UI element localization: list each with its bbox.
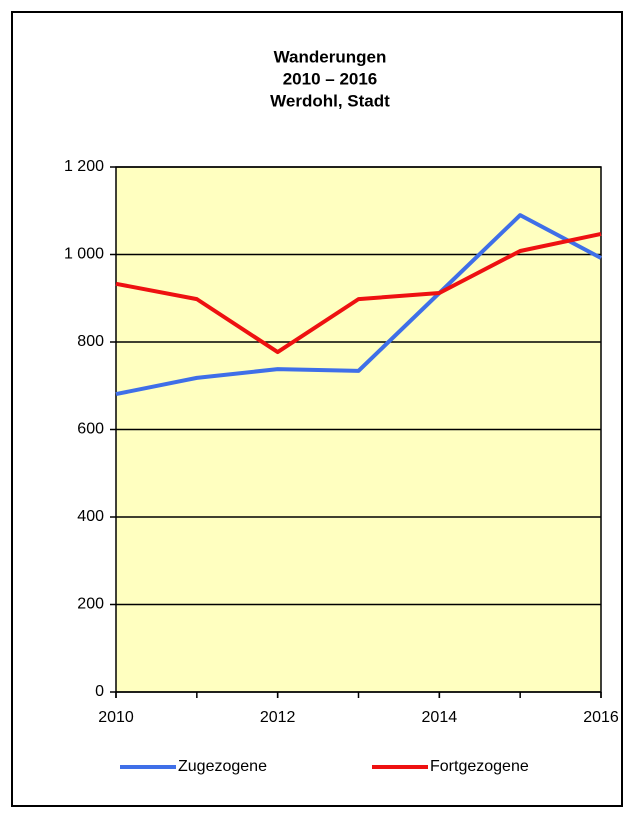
series-line xyxy=(115,231,602,355)
chart-title: Werdohl, Stadt xyxy=(270,91,390,110)
legend-label: Fortgezogene xyxy=(430,758,529,775)
x-tick-label: 2016 xyxy=(583,709,619,726)
y-tick-label: 600 xyxy=(77,421,104,438)
y-tick-label: 1 200 xyxy=(64,158,104,175)
y-tick-label: 200 xyxy=(77,596,104,613)
legend-label: Zugezogene xyxy=(178,758,267,775)
y-tick-label: 0 xyxy=(95,683,104,700)
chart-title: Wanderungen xyxy=(274,47,387,66)
x-tick-label: 2014 xyxy=(422,709,458,726)
y-tick-label: 400 xyxy=(77,508,104,525)
y-tick-label: 800 xyxy=(77,333,104,350)
y-tick-label: 1 000 xyxy=(64,246,104,263)
chart-title: 2010 – 2016 xyxy=(283,69,378,88)
x-tick-label: 2010 xyxy=(98,709,134,726)
series-line xyxy=(115,213,602,397)
x-tick-label: 2012 xyxy=(260,709,296,726)
